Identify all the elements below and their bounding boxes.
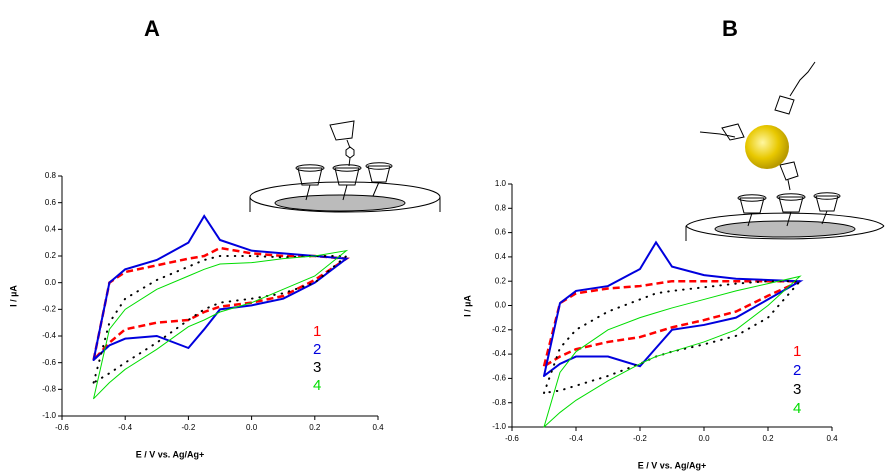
y-tick-label: -1.0 (492, 422, 506, 431)
y-tick-label: -0.6 (492, 374, 506, 383)
legend-label: 3 (793, 381, 801, 398)
chart-title: A (144, 16, 160, 41)
y-axis-label: I / µA (8, 285, 18, 307)
x-axis-label: E / V vs. Ag/Ag+ (638, 460, 706, 470)
legend-label: 2 (793, 362, 801, 379)
y-tick-label: 0.0 (495, 301, 507, 310)
legend-label: 1 (313, 323, 321, 340)
x-tick-label: 0.4 (372, 423, 384, 432)
y-tick-label: 1.0 (495, 179, 507, 188)
x-tick-label: -0.6 (505, 434, 519, 443)
cv-curve (92, 246, 351, 361)
cv-curve (543, 280, 803, 394)
y-tick-label: 0.4 (495, 252, 507, 261)
y-axis-label: I / µA (462, 295, 472, 317)
legend-label: 2 (313, 341, 321, 358)
schematic-b (685, 61, 885, 241)
legend-label: 4 (313, 377, 321, 394)
x-tick-label: -0.4 (569, 434, 583, 443)
legend-label: 4 (793, 400, 801, 417)
chart-title: B (722, 16, 738, 41)
y-tick-label: -0.2 (492, 325, 506, 334)
y-tick-label: -0.8 (492, 398, 506, 407)
cv-curve (92, 255, 350, 384)
legend-label: 3 (313, 359, 321, 376)
cv-curve (543, 240, 804, 377)
y-tick-label: -1.0 (42, 411, 56, 420)
x-tick-label: 0.2 (762, 434, 774, 443)
y-tick-label: -0.8 (42, 384, 56, 393)
x-tick-label: -0.6 (55, 423, 69, 432)
cv-curve (543, 275, 802, 428)
x-tick-label: -0.2 (633, 434, 647, 443)
cv-curve (93, 249, 349, 400)
x-tick-label: -0.2 (182, 423, 196, 432)
y-tick-label: 0.2 (495, 276, 507, 285)
x-tick-label: 0.4 (826, 434, 838, 443)
x-tick-label: 0.0 (246, 423, 258, 432)
schematic-a (249, 120, 441, 213)
y-tick-label: 0.4 (45, 224, 57, 233)
y-tick-label: 0.6 (45, 198, 57, 207)
gold-particle (745, 125, 789, 169)
y-tick-label: 0.6 (495, 228, 507, 237)
legend-label: 1 (793, 343, 801, 360)
cv-curve (542, 279, 801, 368)
x-tick-label: -0.4 (118, 423, 132, 432)
y-tick-label: 0.8 (45, 171, 57, 180)
y-tick-label: -0.2 (42, 304, 56, 313)
y-tick-label: -0.4 (42, 331, 56, 340)
cv-curve (92, 214, 350, 361)
x-tick-label: 0.2 (309, 423, 321, 432)
y-tick-label: -0.6 (42, 358, 56, 367)
y-tick-label: 0.0 (45, 278, 57, 287)
y-tick-label: -0.4 (492, 349, 506, 358)
y-tick-label: 0.2 (45, 251, 57, 260)
x-tick-label: 0.0 (698, 434, 710, 443)
y-tick-label: 0.8 (495, 203, 507, 212)
x-axis-label: E / V vs. Ag/Ag+ (136, 449, 204, 459)
